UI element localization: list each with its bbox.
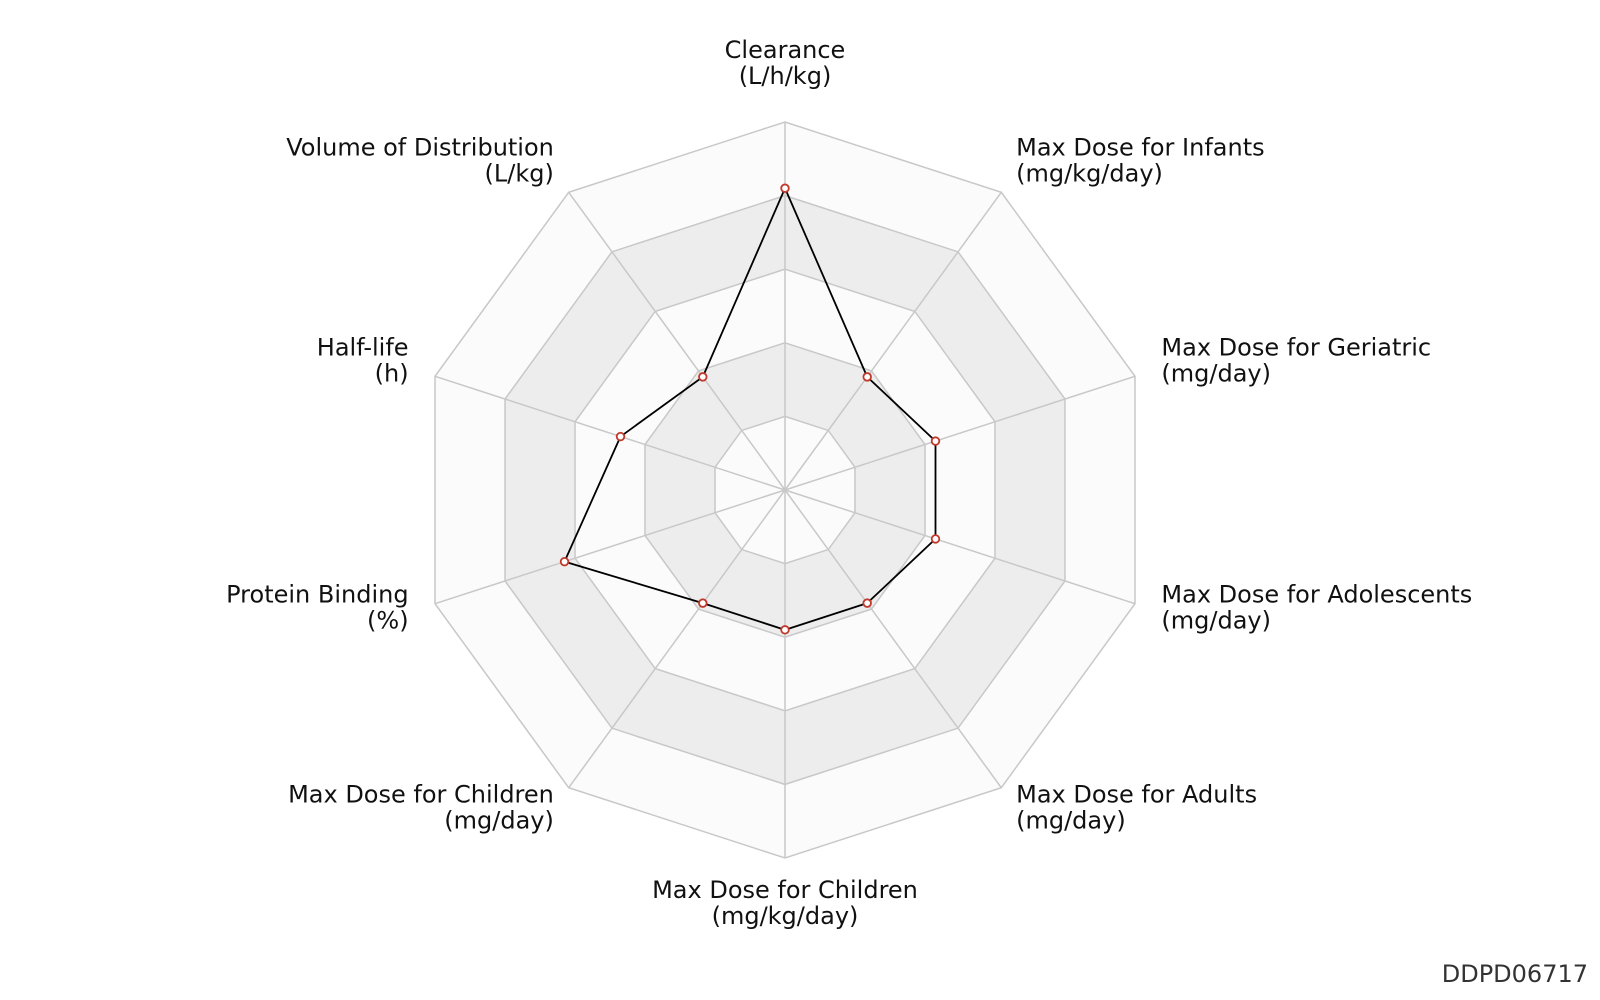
axis-label-name: Max Dose for Children [288, 781, 554, 809]
axis-label-8: Half-life (h) [317, 333, 409, 387]
axis-label-4: Max Dose for Adults (mg/day) [1016, 781, 1257, 835]
axis-label-name: Protein Binding [226, 581, 408, 609]
axis-label-name: Max Dose for Children [652, 876, 918, 904]
radar-spoke-7 [434, 489, 786, 605]
axis-label-0: Clearance (L/h/kg) [725, 36, 846, 90]
data-point-2 [930, 436, 941, 446]
axis-label-3: Max Dose for Adolescents (mg/day) [1161, 581, 1472, 635]
axis-labels: Clearance (L/h/kg)Max Dose for Infants (mg… [226, 36, 1472, 930]
axis-label-name: Max Dose for Adolescents [1161, 581, 1472, 609]
axis-label-name: Max Dose for Adults [1016, 781, 1257, 809]
radar-spoke-4 [784, 489, 1002, 789]
data-point-1 [862, 372, 872, 382]
data-point-8 [615, 431, 626, 442]
data-point-3 [930, 534, 941, 544]
radar-spoke-8 [434, 375, 786, 491]
data-point-4 [862, 598, 872, 608]
axis-label-unit: (h) [375, 359, 409, 387]
axis-label-6: Max Dose for Children (mg/day) [288, 781, 554, 835]
axis-label-name: Half-life [317, 333, 409, 361]
axis-label-unit: (%) [367, 607, 409, 635]
axis-label-unit: (L/kg) [485, 159, 554, 187]
axis-label-unit: (mg/day) [1016, 807, 1126, 835]
data-point-0 [780, 183, 790, 193]
radar-spokes [434, 122, 1136, 858]
axis-label-5: Max Dose for Children (mg/kg/day) [652, 876, 918, 930]
axis-label-unit: (mg/day) [444, 807, 554, 835]
axis-label-unit: (mg/kg/day) [712, 902, 859, 930]
axis-label-7: Protein Binding (%) [226, 581, 408, 635]
axis-label-name: Clearance [725, 36, 846, 64]
data-point-9 [698, 372, 708, 382]
data-point-6 [698, 598, 708, 608]
axis-label-name: Max Dose for Geriatric [1161, 333, 1431, 361]
axis-label-unit: (mg/day) [1161, 607, 1271, 635]
axis-label-unit: (mg/kg/day) [1016, 159, 1163, 187]
axis-label-9: Volume of Distribution (L/kg) [286, 133, 554, 187]
data-point-7 [559, 556, 570, 567]
axis-label-unit: (L/h/kg) [739, 62, 832, 90]
radar-spoke-3 [784, 489, 1136, 605]
axis-label-name: Volume of Distribution [286, 133, 554, 161]
radar-spoke-2 [784, 375, 1136, 491]
axis-label-1: Max Dose for Infants (mg/kg/day) [1016, 133, 1265, 187]
data-point-5 [780, 625, 790, 635]
radar-spoke-9 [568, 191, 786, 491]
radar-series [559, 183, 941, 635]
radar-spoke-1 [784, 191, 1002, 491]
axis-label-name: Max Dose for Infants [1016, 133, 1265, 161]
radar-spoke-6 [568, 489, 786, 789]
chart-id: DDPD06717 [1441, 960, 1588, 988]
axis-label-2: Max Dose for Geriatric (mg/day) [1161, 333, 1431, 387]
axis-label-unit: (mg/day) [1161, 359, 1271, 387]
